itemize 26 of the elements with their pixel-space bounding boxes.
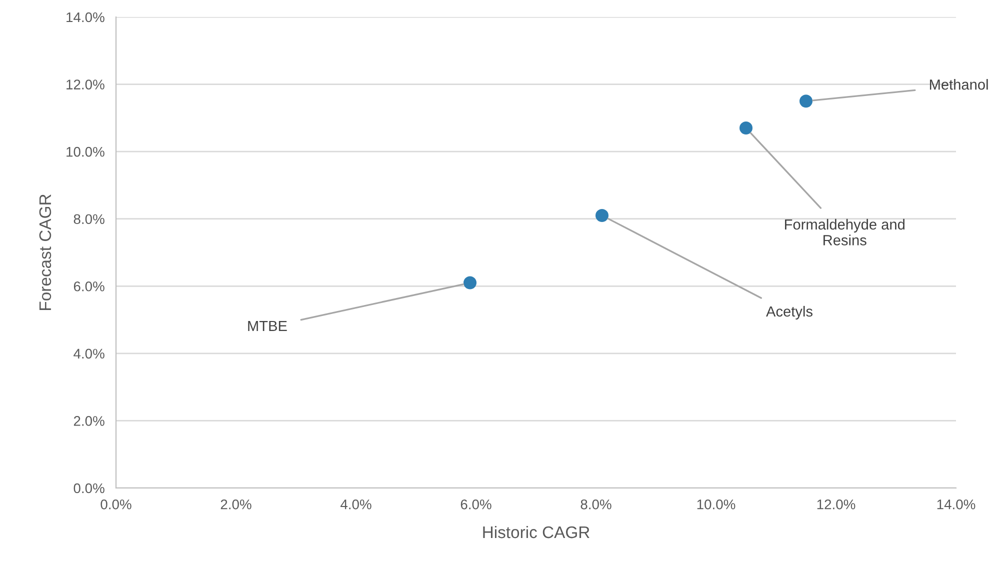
y-tick-label: 10.0% — [66, 146, 104, 157]
y-axis-title: Forecast CAGR — [39, 194, 52, 310]
x-tick-label: 10.0% — [697, 499, 736, 510]
x-tick-label: 6.0% — [460, 499, 492, 510]
y-tick-label: 2.0% — [74, 416, 104, 426]
point — [595, 208, 609, 222]
x-tick-label: 4.0% — [340, 499, 372, 510]
y-tick-label: 12.0% — [66, 80, 104, 90]
annotation: MTBE — [248, 320, 287, 331]
x-axis-title: Historic CAGR — [483, 526, 590, 538]
y-tick-label: 14.0% — [66, 12, 104, 22]
annotation: Methanol — [930, 79, 988, 90]
annotation: Formaldehyde and Resins — [785, 218, 904, 246]
annotation: Acetyls — [766, 306, 812, 320]
x-tick-label: 14.0% — [937, 499, 976, 510]
x-tick-label: 8.0% — [580, 499, 612, 510]
x-tick-label: 0.0% — [100, 499, 132, 510]
point — [463, 276, 477, 290]
y-tick-label: 0.0% — [74, 483, 104, 494]
y-tick-label: 6.0% — [74, 281, 104, 292]
point — [799, 94, 813, 108]
point — [739, 122, 753, 135]
y-tick-label: 8.0% — [74, 214, 104, 224]
y-tick-label: 4.0% — [74, 348, 104, 359]
x-tick-label: 12.0% — [817, 499, 856, 510]
x-tick-label: 2.0% — [220, 499, 252, 510]
